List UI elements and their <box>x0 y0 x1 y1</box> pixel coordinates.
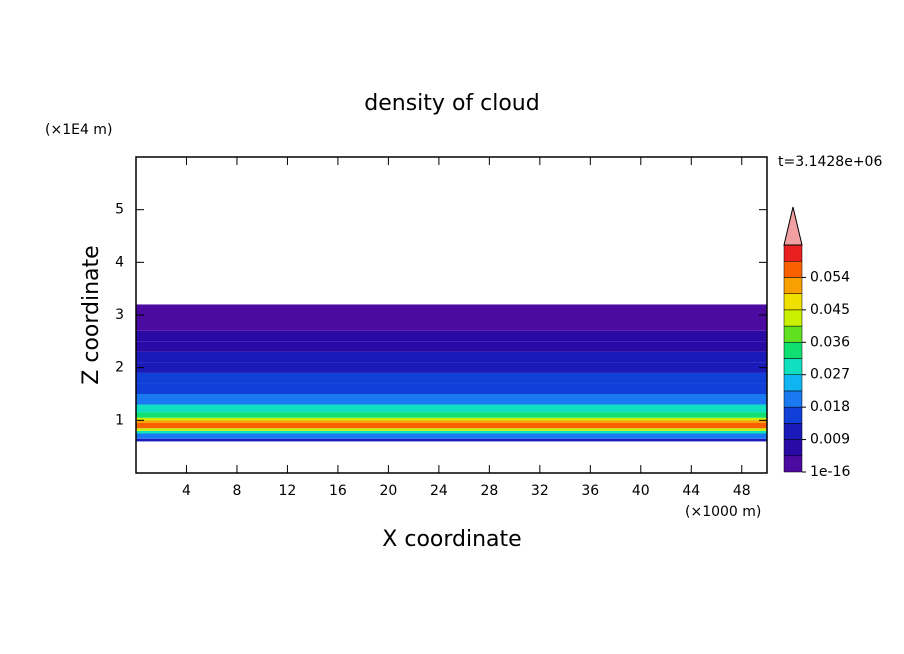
x-tick-label: 36 <box>581 483 599 499</box>
colorbar-extension <box>783 206 803 246</box>
y-tick-label: 3 <box>115 307 124 323</box>
y-tick-label: 5 <box>115 202 124 218</box>
colorbar-swatch <box>783 342 803 359</box>
colorbar-label: 0.018 <box>810 399 850 415</box>
colorbar-swatch <box>783 293 803 311</box>
density-band <box>136 433 767 439</box>
density-band <box>136 394 767 405</box>
colorbar-label: 0.036 <box>810 334 850 350</box>
colorbar-label: 0.045 <box>810 302 850 318</box>
colorbar-label: 0.027 <box>810 367 850 383</box>
x-tick-label: 8 <box>232 483 241 499</box>
x-tick-label: 12 <box>279 483 297 499</box>
colorbar-swatch <box>783 309 803 327</box>
colorbar-swatch <box>783 374 803 392</box>
colorbar-swatch <box>783 390 803 408</box>
colorbar-swatch <box>783 406 803 424</box>
density-band <box>136 428 767 431</box>
colorbar-label: 0.009 <box>810 432 850 448</box>
density-band <box>136 304 767 331</box>
x-tick-label: 20 <box>379 483 397 499</box>
density-band <box>136 404 767 413</box>
colorbar-swatch <box>783 358 803 375</box>
y-tick-label: 1 <box>115 412 124 428</box>
density-band <box>136 341 767 352</box>
colorbar-label: 1e-16 <box>810 464 850 480</box>
x-tick-label: 28 <box>480 483 498 499</box>
y-tick-label: 2 <box>115 360 124 376</box>
x-tick-label: 40 <box>632 483 650 499</box>
time-label: t=3.1428e+06 <box>778 154 882 170</box>
density-band <box>136 372 767 384</box>
colorbar-swatch <box>783 455 803 473</box>
x-tick-label: 44 <box>682 483 700 499</box>
x-tick-label: 24 <box>430 483 448 499</box>
x-axis-label: X coordinate <box>382 527 521 552</box>
y-unit: (×1E4 m) <box>45 122 112 138</box>
colorbar-swatch <box>783 277 803 294</box>
density-band <box>136 412 767 418</box>
density-band <box>136 438 767 442</box>
density-band <box>136 330 767 342</box>
density-band <box>136 417 767 421</box>
x-tick-label: 48 <box>733 483 751 499</box>
x-unit: (×1000 m) <box>685 504 761 520</box>
x-tick-label: 4 <box>182 483 191 499</box>
y-axis-label: Z coordinate <box>79 245 104 384</box>
chart-title: density of cloud <box>364 91 539 116</box>
density-band <box>136 420 767 423</box>
density-band <box>136 422 767 429</box>
x-tick-label: 16 <box>329 483 347 499</box>
y-tick-label: 4 <box>115 254 124 270</box>
density-band <box>136 351 767 363</box>
colorbar-swatch <box>783 325 803 343</box>
density-band <box>136 362 767 373</box>
colorbar-swatch <box>783 423 803 440</box>
colorbar-swatch <box>783 260 803 278</box>
colorbar-swatch <box>783 439 803 457</box>
colorbar-label: 0.054 <box>810 269 850 285</box>
x-tick-label: 32 <box>531 483 549 499</box>
colorbar-swatch <box>783 244 803 262</box>
density-band <box>136 430 767 434</box>
density-band <box>136 383 767 394</box>
